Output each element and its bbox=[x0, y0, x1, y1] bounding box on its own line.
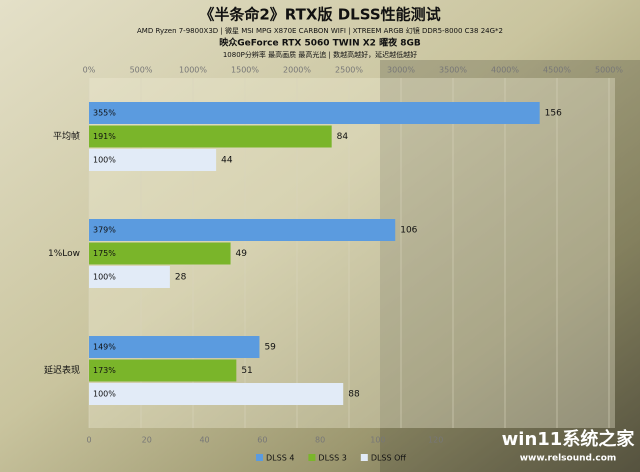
legend-label: DLSS 4 bbox=[266, 454, 294, 463]
bar bbox=[89, 125, 332, 148]
value-label: 28 bbox=[175, 273, 187, 283]
bar bbox=[89, 219, 396, 241]
x-tick-label: 100 bbox=[370, 436, 385, 445]
legend-swatch bbox=[360, 454, 368, 461]
x2-tick-label: 3500% bbox=[439, 66, 467, 75]
category-label: 平均帧 bbox=[53, 130, 80, 142]
category-label: 延迟表现 bbox=[44, 364, 80, 376]
x-tick-label: 0 bbox=[86, 436, 91, 445]
x2-tick-label: 4500% bbox=[543, 66, 571, 75]
bar bbox=[89, 102, 540, 124]
legend-swatch bbox=[308, 454, 316, 461]
value-label: 84 bbox=[337, 132, 349, 142]
bar bbox=[89, 242, 231, 265]
value-label: 106 bbox=[400, 226, 417, 236]
subtitle: 1080P分辨率 最高画质 最高光追 | 数越高越好，延迟越低越好 bbox=[223, 50, 417, 59]
x2-tick-label: 0% bbox=[83, 66, 96, 75]
legend-label: DLSS 3 bbox=[318, 454, 346, 463]
watermark: www.relsound.com bbox=[520, 454, 617, 464]
scene-shade bbox=[380, 60, 640, 472]
value-label: 51 bbox=[241, 366, 252, 376]
x2-tick-label: 1500% bbox=[231, 66, 259, 75]
x-tick-label: 120 bbox=[428, 436, 443, 445]
percent-label: 149% bbox=[93, 343, 116, 352]
x-tick-label: 80 bbox=[315, 436, 325, 445]
percent-label: 100% bbox=[93, 390, 116, 399]
plot: 0% 500% 1000% 1500% 2000% 2500% 3000% 3500% 4000… bbox=[44, 66, 623, 463]
x2-tick-label: 2500% bbox=[335, 66, 363, 75]
x2-tick-label: 2000% bbox=[283, 66, 311, 75]
bar bbox=[89, 149, 217, 171]
percent-label: 100% bbox=[93, 156, 116, 165]
x2-tick-label: 3000% bbox=[387, 66, 415, 75]
x2-tick-label: 500% bbox=[130, 66, 153, 75]
bar bbox=[89, 336, 260, 358]
subtitle: AMD Ryzen 7-9800X3D | 微星 MSI MPG X870E C… bbox=[137, 26, 503, 35]
legend-label: DLSS Off bbox=[371, 454, 407, 463]
percent-label: 173% bbox=[93, 366, 116, 375]
bar bbox=[89, 383, 344, 405]
legend-swatch bbox=[256, 454, 263, 461]
percent-label: 175% bbox=[93, 249, 116, 258]
value-label: 156 bbox=[545, 109, 562, 119]
value-label: 44 bbox=[221, 156, 233, 166]
percent-label: 100% bbox=[93, 273, 116, 282]
value-label: 59 bbox=[264, 343, 276, 353]
x2-tick-label: 1000% bbox=[179, 66, 207, 75]
chart-title: 《半条命2》RTX版 DLSS性能测试 bbox=[199, 6, 440, 24]
bar bbox=[89, 266, 170, 288]
x2-tick-label: 4000% bbox=[491, 66, 519, 75]
value-label: 49 bbox=[236, 249, 248, 259]
subtitle: 映众GeForce RTX 5060 TWIN X2 曜夜 8GB bbox=[219, 37, 421, 49]
x2-tick-label: 5000% bbox=[595, 66, 623, 75]
watermark: win11系统之家 bbox=[502, 428, 636, 450]
percent-label: 379% bbox=[93, 226, 116, 235]
value-label: 88 bbox=[348, 390, 360, 400]
x-tick-label: 60 bbox=[257, 436, 267, 445]
percent-label: 355% bbox=[93, 109, 116, 118]
bar bbox=[89, 359, 237, 382]
x-tick-label: 20 bbox=[142, 436, 152, 445]
category-label: 1%Low bbox=[48, 249, 80, 259]
x-tick-label: 40 bbox=[199, 436, 209, 445]
percent-label: 191% bbox=[93, 132, 116, 141]
